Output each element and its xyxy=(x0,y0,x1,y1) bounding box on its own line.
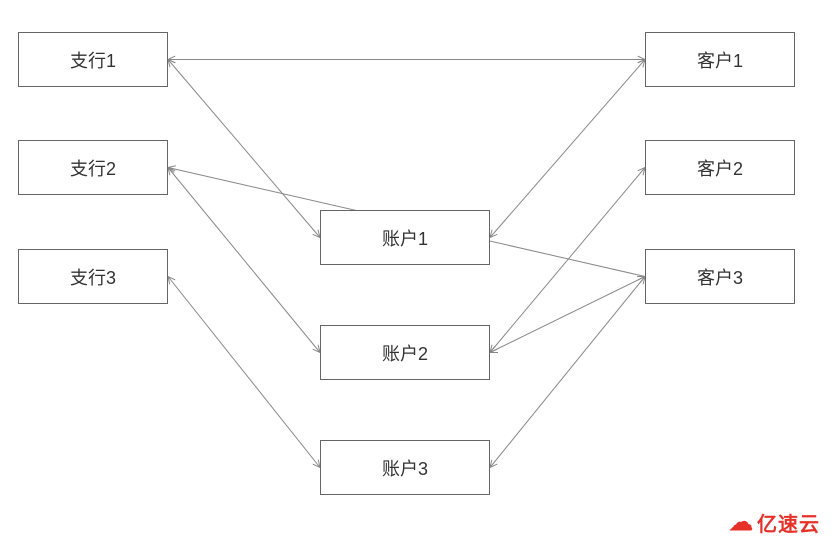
edge-client3-account3 xyxy=(490,277,645,468)
edge-branch1-client1 xyxy=(168,56,645,63)
edge-branch3-account3 xyxy=(168,277,320,468)
node-client3: 客户3 xyxy=(645,249,795,304)
watermark-text: 亿速云 xyxy=(757,508,820,537)
cloud-icon: ☁ xyxy=(729,511,753,535)
edge-client3-account2 xyxy=(490,277,645,353)
node-branch1: 支行1 xyxy=(18,32,168,87)
node-label: 账户1 xyxy=(382,225,428,251)
node-label: 客户1 xyxy=(697,47,743,73)
node-client1: 客户1 xyxy=(645,32,795,87)
node-label: 支行2 xyxy=(70,155,116,181)
edge-branch1-account1 xyxy=(168,60,320,238)
node-branch3: 支行3 xyxy=(18,249,168,304)
node-label: 支行3 xyxy=(70,264,116,290)
edge-branch2-account2 xyxy=(168,168,320,353)
node-account1: 账户1 xyxy=(320,210,490,265)
node-account3: 账户3 xyxy=(320,440,490,495)
edge-client1-account1 xyxy=(490,60,645,238)
node-label: 客户2 xyxy=(697,155,743,181)
node-label: 账户2 xyxy=(382,340,428,366)
node-label: 客户3 xyxy=(697,264,743,290)
edge-client2-account2 xyxy=(490,168,645,353)
node-branch2: 支行2 xyxy=(18,140,168,195)
watermark: ☁ 亿速云 xyxy=(729,508,820,537)
node-label: 支行1 xyxy=(70,47,116,73)
node-client2: 客户2 xyxy=(645,140,795,195)
node-label: 账户3 xyxy=(382,455,428,481)
node-account2: 账户2 xyxy=(320,325,490,380)
